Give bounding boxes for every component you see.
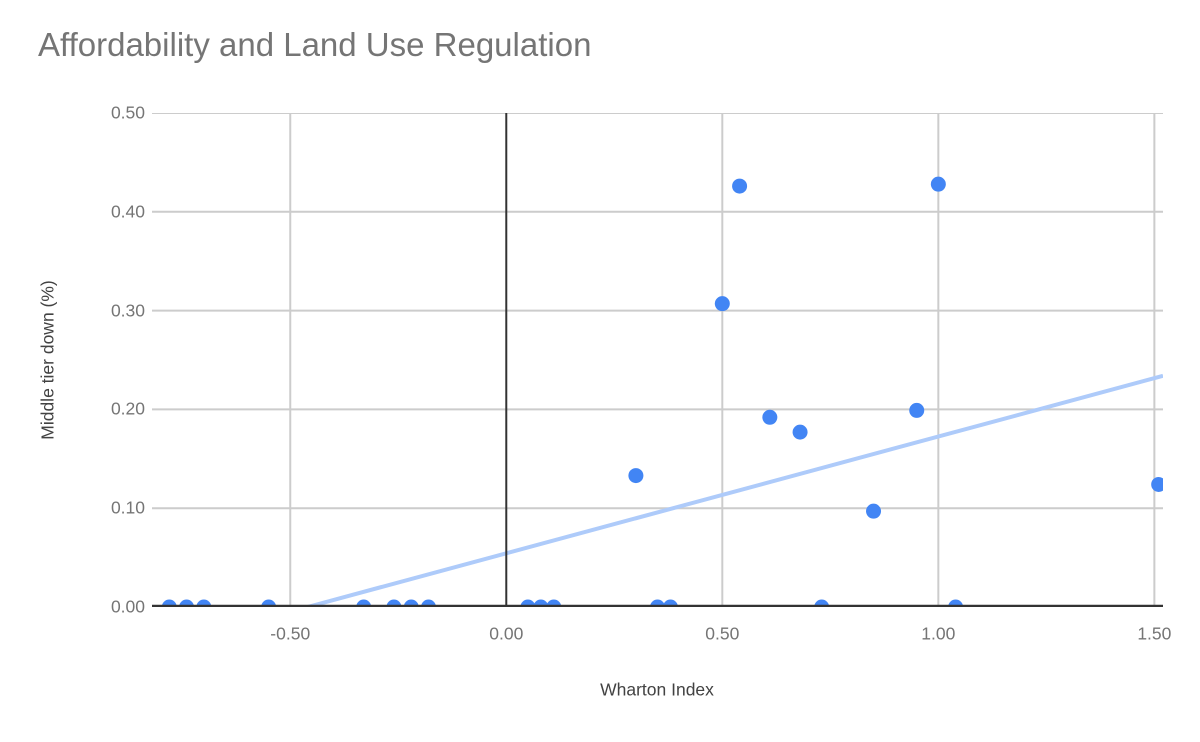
y-axis-title: Middle tier down (%) [37,280,58,440]
y-tick-label: 0.20 [110,398,145,419]
y-tick-label: 0.50 [110,102,145,123]
chart-title: Affordability and Land Use Regulation [38,26,592,63]
plot-area [152,113,1163,607]
y-tick-label: 0.00 [110,596,145,617]
y-tick-label: 0.30 [110,300,145,321]
trendline [307,373,1163,607]
data-point [909,402,925,418]
data-point [930,176,946,192]
data-point [866,503,882,519]
data-point [714,296,730,312]
data-point [762,409,778,425]
data-point [1151,476,1163,492]
data-point [732,178,748,194]
y-tick-label: 0.10 [110,497,145,518]
x-axis-title: Wharton Index [600,679,714,700]
y-tick-label: 0.40 [110,201,145,222]
x-tick-label: 1.50 [1137,623,1172,644]
x-tick-label: 1.00 [921,623,956,644]
x-tick-label: 0.00 [489,623,524,644]
x-tick-label: -0.50 [270,623,311,644]
data-point [792,424,808,440]
data-point [628,468,644,484]
x-tick-label: 0.50 [705,623,740,644]
